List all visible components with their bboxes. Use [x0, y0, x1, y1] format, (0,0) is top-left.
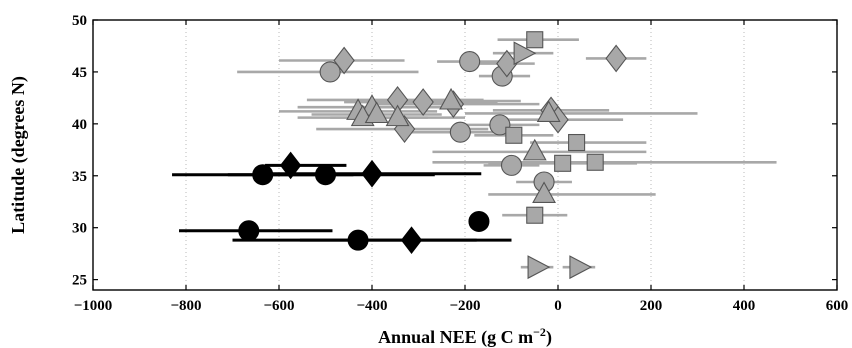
- point-circle: [449, 121, 471, 143]
- point-circle: [459, 50, 481, 73]
- point-circle: [468, 210, 490, 232]
- y-tick-label: 50: [72, 13, 87, 29]
- marker-layer: [238, 31, 627, 280]
- point-diamond: [333, 46, 355, 75]
- point-square: [526, 206, 544, 224]
- point-diamond: [361, 159, 383, 188]
- x-tick-label: −400: [356, 298, 387, 314]
- point-triangle: [364, 101, 389, 124]
- point-circle: [238, 220, 260, 242]
- x-tick-label: −200: [449, 298, 480, 314]
- point-square: [554, 154, 572, 172]
- point-circle: [347, 229, 369, 251]
- x-tick-label: 0: [554, 298, 562, 314]
- x-tick-label: −600: [263, 298, 294, 314]
- x-tick-label: −1000: [74, 298, 113, 314]
- point-circle: [319, 61, 341, 83]
- point-square: [526, 31, 544, 49]
- point-triangle: [439, 87, 463, 110]
- point-circle: [315, 164, 336, 186]
- point-triangle: [522, 138, 547, 161]
- y-tick-label: 40: [72, 117, 87, 133]
- x-axis-title-exponent: −2: [533, 325, 546, 339]
- x-tick-label: 600: [826, 298, 849, 314]
- point-diamond: [496, 49, 518, 78]
- point-right-triangle: [569, 255, 593, 280]
- point-square: [505, 126, 523, 144]
- y-tick-label: 35: [72, 169, 87, 185]
- y-tick-label: 25: [72, 273, 87, 289]
- point-circle: [500, 154, 523, 176]
- axis-layer: −1000 −800 −600 −400 −200 0 200 400 600 25 30 35 40 4…: [72, 13, 848, 314]
- y-tick-label: 30: [72, 221, 87, 237]
- point-diamond: [605, 44, 627, 73]
- point-diamond: [400, 226, 423, 254]
- point-circle: [489, 114, 511, 136]
- point-circle: [252, 164, 274, 186]
- x-axis-title: Annual NEE (g C m−2): [378, 325, 552, 348]
- point-right-triangle: [527, 255, 551, 280]
- point-square: [568, 133, 586, 152]
- point-triangle: [532, 181, 556, 204]
- point-square: [586, 153, 604, 171]
- point-diamond: [412, 88, 434, 116]
- point-diamond: [279, 151, 302, 180]
- point-triangle: [536, 100, 561, 123]
- y-axis-title: Latitude (degrees N): [8, 76, 29, 234]
- x-tick-label: 200: [640, 298, 663, 314]
- x-tick-label: −800: [170, 298, 201, 314]
- point-right-triangle: [513, 41, 537, 66]
- x-tick-label: 400: [733, 298, 756, 314]
- y-tick-label: 45: [72, 65, 87, 81]
- point-triangle: [385, 104, 410, 127]
